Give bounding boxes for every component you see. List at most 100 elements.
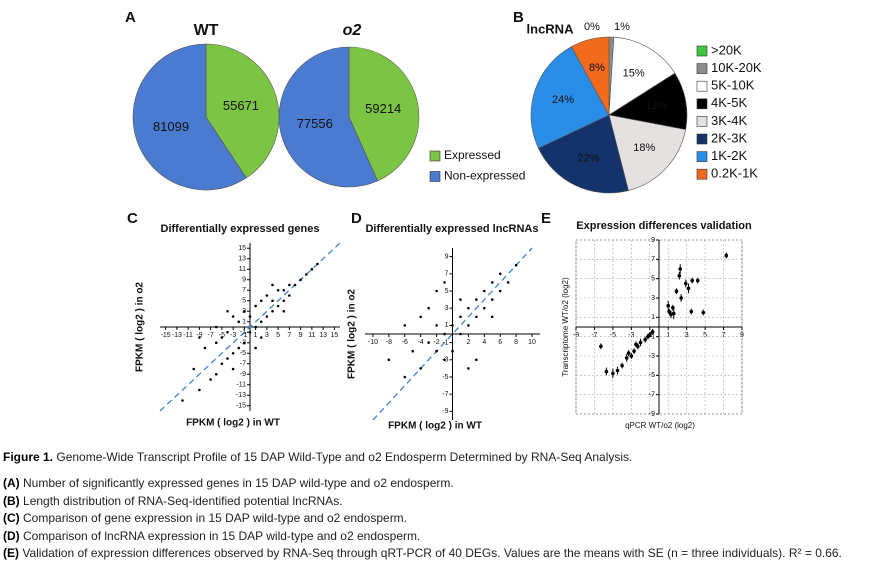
point	[638, 340, 643, 345]
point	[634, 342, 638, 347]
x-axis-label: FPKM ( log2 ) in WT	[388, 421, 482, 432]
point	[683, 281, 688, 286]
legend-label: 10K-20K	[711, 60, 762, 75]
y-axis-label: FPKM ( log2 ) in o2	[347, 289, 358, 379]
point	[615, 368, 620, 373]
point	[690, 278, 694, 283]
point	[643, 337, 647, 342]
legend-swatch	[696, 168, 708, 180]
point	[276, 288, 280, 292]
y-tick-label: -3	[649, 353, 655, 360]
x-tick-label: 8	[514, 339, 518, 346]
x-tick-label: -4	[418, 339, 424, 346]
diagonal	[372, 247, 533, 421]
legend-swatch	[696, 63, 708, 74]
pie-slice	[278, 46, 379, 188]
y-tick-label: 9	[651, 237, 655, 244]
point	[435, 289, 438, 293]
legend-swatch	[696, 151, 708, 162]
point	[226, 330, 229, 334]
point	[259, 299, 263, 303]
legend-swatch	[696, 80, 708, 92]
point	[674, 289, 679, 294]
point	[254, 346, 257, 350]
legend-label: 2K-3K	[711, 130, 747, 145]
point	[419, 367, 422, 370]
y-tick-label: -15	[236, 403, 246, 410]
x-tick-label: 5	[703, 332, 707, 339]
caption-item-text: Validation of expression differences obs…	[22, 546, 842, 561]
point	[288, 283, 291, 287]
point	[293, 283, 297, 287]
point	[459, 298, 462, 301]
caption-item-label: (C)	[3, 511, 20, 526]
y-tick-label: -11	[236, 382, 246, 389]
caption-item: (D) Comparison of lncRNA expression in 1…	[3, 529, 420, 543]
pie-label: 1%	[614, 21, 630, 33]
point	[467, 367, 470, 370]
x-tick-label: 7	[287, 332, 291, 339]
point	[254, 304, 257, 308]
panel-title: WT	[194, 22, 219, 39]
point	[443, 358, 446, 362]
point	[647, 332, 652, 337]
pie-label: 12%	[645, 100, 667, 112]
y-tick-label: 5	[242, 298, 246, 305]
panel-letter: B	[513, 9, 524, 26]
pie-label: 77556	[297, 116, 333, 131]
caption-title-line: Figure 1. Genome-Wide Transcript Profile…	[3, 450, 632, 464]
caption-item-text: Length distribution of RNA-Seq-identifie…	[23, 493, 343, 508]
point	[214, 325, 218, 329]
point	[226, 357, 229, 360]
point	[419, 315, 422, 319]
point	[265, 315, 269, 318]
point	[490, 315, 494, 319]
x-tick-label: 9	[299, 332, 303, 339]
pie-label: 22%	[577, 153, 599, 165]
y-tick-label: 3	[651, 295, 655, 302]
point	[475, 315, 478, 319]
point	[498, 289, 502, 293]
pie-label: 55671	[223, 98, 259, 113]
y-tick-label: -9	[240, 371, 246, 378]
x-tick-label: 5	[276, 332, 280, 339]
legend-label: 3K-4K	[711, 113, 747, 128]
point	[243, 341, 246, 345]
legend-label: 1K-2K	[711, 148, 747, 163]
legend-label: 0.2K-1K	[711, 166, 758, 181]
point	[611, 371, 615, 376]
panel-title: lncRNA	[527, 21, 575, 36]
pie-label: 18%	[633, 142, 655, 154]
point	[271, 283, 274, 287]
point	[403, 324, 407, 327]
x-tick-label: -10	[368, 339, 378, 346]
caption-item-text: Comparison of lncRNA expression in 15 DA…	[23, 528, 421, 543]
y-tick-label: -7	[240, 361, 246, 368]
y-tick-label: -9	[649, 411, 655, 418]
y-tick-label: 9	[445, 253, 449, 260]
y-tick-label: -1	[649, 334, 655, 341]
y-tick-label: 11	[239, 266, 246, 273]
y-tick-label: 5	[651, 276, 655, 283]
legend-label: Non-expressed	[444, 169, 525, 183]
point	[451, 349, 454, 353]
y-tick-label: -5	[649, 372, 655, 379]
y-tick-label: 7	[445, 271, 449, 278]
point	[214, 341, 218, 345]
point	[459, 315, 462, 319]
y-tick-label: -7	[649, 392, 655, 399]
point	[679, 296, 683, 300]
pie-label: 8%	[589, 62, 605, 74]
point	[701, 310, 706, 315]
caption-item-label: (E)	[3, 546, 19, 561]
x-tick-label: -5	[610, 332, 616, 339]
x-tick-label: 3	[685, 332, 689, 339]
point	[237, 320, 241, 324]
x-tick-label: -11	[183, 332, 193, 339]
point	[231, 315, 235, 318]
x-tick-label: -7	[208, 332, 214, 339]
point	[299, 278, 302, 282]
x-tick-label: -1	[241, 332, 247, 339]
point	[677, 273, 682, 278]
point	[288, 294, 291, 297]
